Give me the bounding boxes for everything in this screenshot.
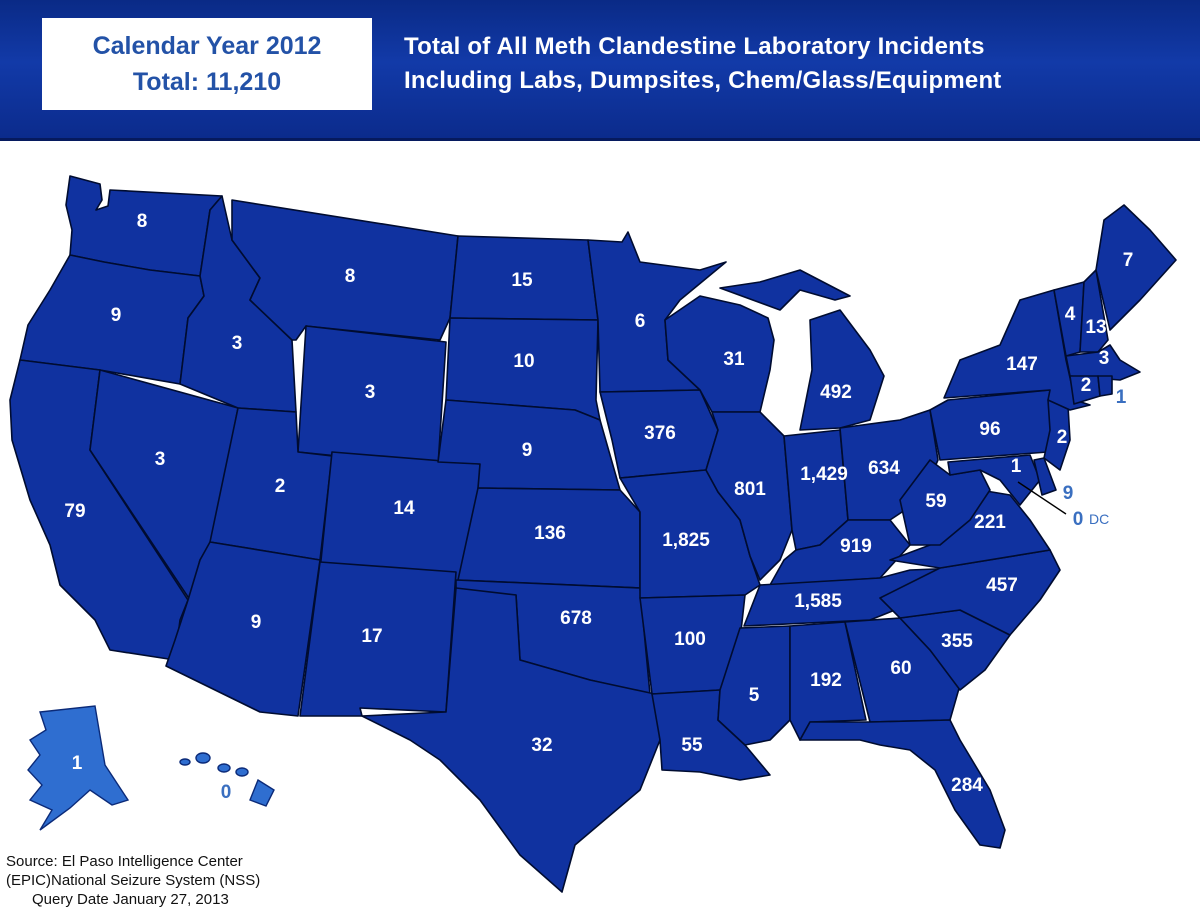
state-me <box>1095 204 1177 331</box>
map-title: Total of All Meth Clandestine Laboratory… <box>404 30 1184 98</box>
label-oh: 634 <box>868 458 900 479</box>
label-in: 1,429 <box>800 464 848 485</box>
label-ms: 5 <box>749 685 760 706</box>
state-az <box>165 541 321 717</box>
label-co: 14 <box>393 498 415 519</box>
state-tx <box>361 587 661 893</box>
label-mo: 1,825 <box>662 530 710 551</box>
state-wi <box>664 295 775 413</box>
label-md: 1 <box>1011 456 1022 477</box>
label-dc-abbr: DC <box>1089 511 1109 527</box>
label-wy: 3 <box>365 382 376 403</box>
label-de: 9 <box>1063 483 1074 504</box>
label-mn: 6 <box>635 311 646 332</box>
label-sd: 10 <box>513 351 534 372</box>
state-mi <box>719 269 885 431</box>
header-banner: Calendar Year 2012 Total: 11,210 Total o… <box>0 0 1200 141</box>
label-dc: 0 <box>1073 509 1084 530</box>
label-tx: 32 <box>531 735 552 756</box>
label-me: 7 <box>1123 250 1134 271</box>
label-pa: 96 <box>979 419 1000 440</box>
label-mt: 8 <box>345 266 356 287</box>
label-id: 3 <box>232 333 243 354</box>
label-or: 9 <box>111 305 122 326</box>
label-wa: 8 <box>137 211 148 232</box>
label-ct: 2 <box>1081 375 1092 396</box>
label-nd: 15 <box>511 270 533 291</box>
label-il: 801 <box>734 479 766 500</box>
title-line-1: Total of All Meth Clandestine Laboratory… <box>404 33 985 60</box>
label-ar: 100 <box>674 629 706 650</box>
total-label: Total: 11,210 <box>132 68 282 96</box>
state-nh <box>1079 269 1109 353</box>
dc-pointer-line <box>1017 481 1067 515</box>
label-wv: 59 <box>925 491 946 512</box>
label-nv: 3 <box>155 449 166 470</box>
year-total-box: Calendar Year 2012 Total: 11,210 <box>42 18 372 110</box>
state-fl <box>799 719 1006 849</box>
label-ca: 79 <box>64 501 85 522</box>
label-al: 192 <box>810 670 842 691</box>
source-line-3: Query Date January 27, 2013 <box>32 891 229 908</box>
source-note: Source: El Paso Intelligence Center (EPI… <box>6 852 306 909</box>
state-ak <box>27 705 130 831</box>
label-ak: 1 <box>72 753 83 774</box>
label-ia: 376 <box>644 423 676 444</box>
source-line-2: (EPIC)National Seizure System (NSS) <box>6 872 261 889</box>
label-ma: 3 <box>1099 348 1110 369</box>
state-hi <box>179 752 275 807</box>
label-mi: 492 <box>820 382 852 403</box>
state-de <box>1033 457 1057 496</box>
label-wi: 31 <box>723 349 745 370</box>
label-fl: 284 <box>951 775 983 796</box>
label-ri: 1 <box>1116 387 1127 408</box>
label-ky: 919 <box>840 536 872 557</box>
source-line-1: Source: El Paso Intelligence Center <box>6 853 243 870</box>
label-vt: 4 <box>1065 304 1076 325</box>
label-va: 221 <box>974 512 1006 533</box>
state-nm <box>299 561 457 717</box>
label-nj: 2 <box>1057 427 1068 448</box>
label-nm: 17 <box>361 626 382 647</box>
calendar-year-label: Calendar Year 2012 <box>92 32 322 60</box>
state-md <box>947 454 1041 506</box>
label-nh: 13 <box>1085 317 1106 338</box>
label-ut: 2 <box>275 476 286 497</box>
label-hi: 0 <box>221 782 232 803</box>
label-az: 9 <box>251 612 262 633</box>
state-ri <box>1097 375 1113 397</box>
label-ne: 9 <box>522 440 533 461</box>
state-il <box>705 411 793 581</box>
title-line-2: Including Labs, Dumpsites, Chem/Glass/Eq… <box>404 67 1002 94</box>
label-la: 55 <box>681 735 703 756</box>
label-ks: 136 <box>534 523 566 544</box>
label-tn: 1,585 <box>794 591 842 612</box>
label-nc: 457 <box>986 575 1018 596</box>
label-ok: 678 <box>560 608 592 629</box>
label-ga: 60 <box>890 658 911 679</box>
label-sc: 355 <box>941 631 973 652</box>
label-ny: 147 <box>1006 354 1038 375</box>
